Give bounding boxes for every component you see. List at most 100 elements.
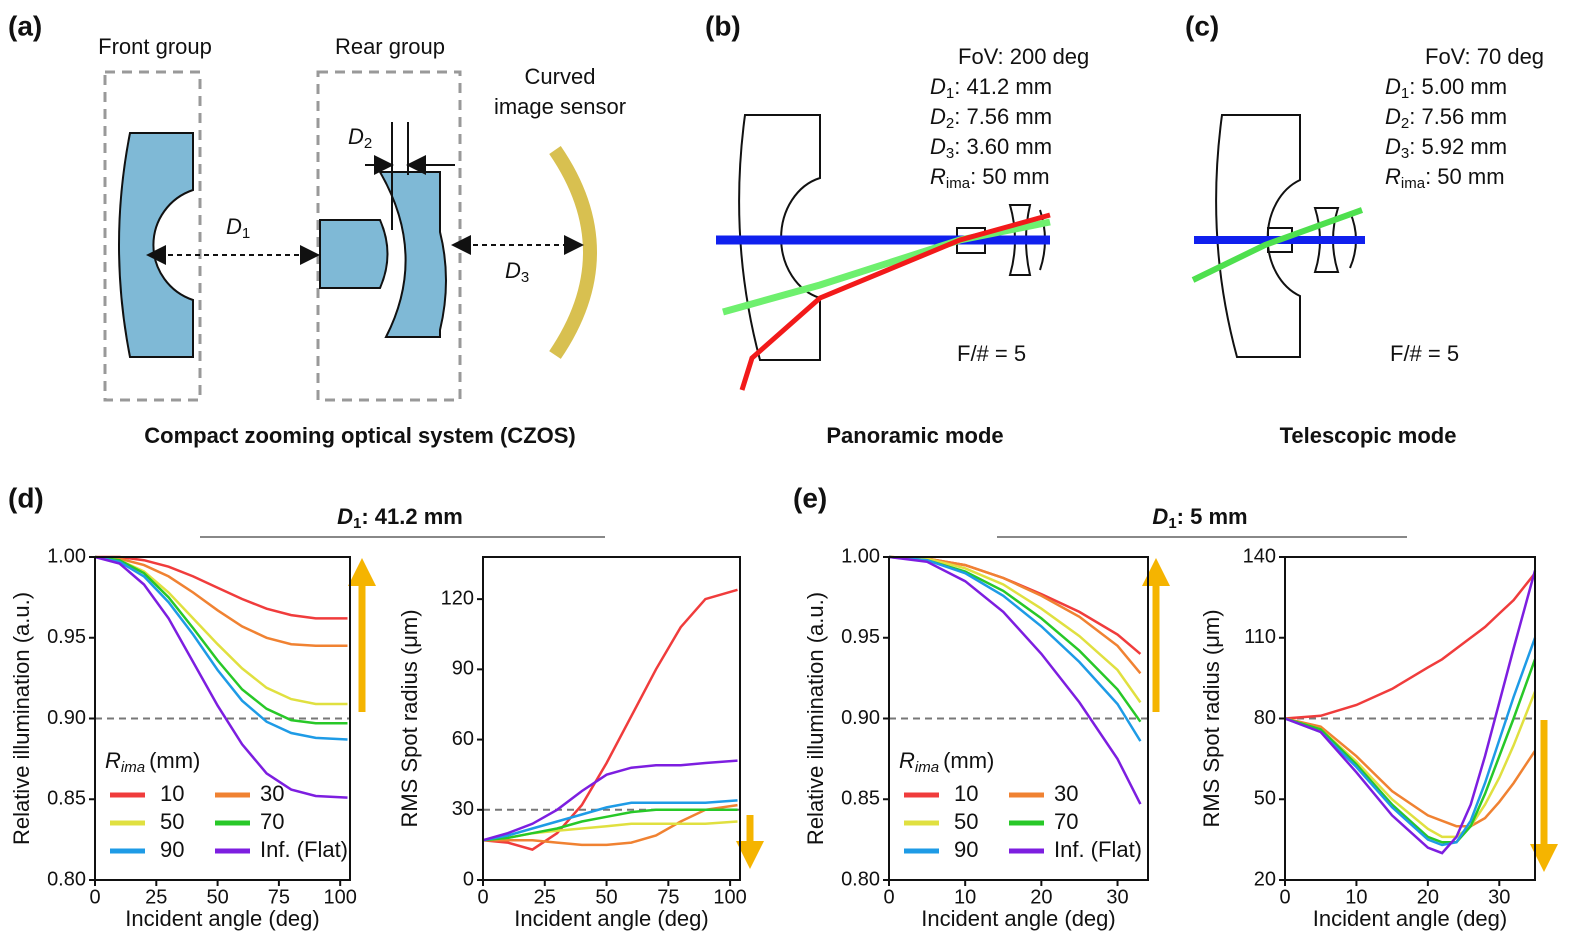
dim-label: D2 xyxy=(348,124,372,152)
legend-title: Rima (mm) xyxy=(105,748,200,776)
spec-sub: 3 xyxy=(1401,145,1409,162)
panel-label: (a) xyxy=(8,10,42,41)
diagram-b xyxy=(716,114,1051,391)
spec: Rima: 50 mm xyxy=(930,164,1050,192)
y-tick-label: 0.95 xyxy=(841,626,880,648)
dim-label-sub: 1 xyxy=(242,225,250,242)
rear-lens-2 xyxy=(378,171,447,338)
panel-label: (d) xyxy=(8,482,44,513)
y-tick-label: 0.85 xyxy=(47,788,86,810)
dim-label: D3 xyxy=(505,258,529,286)
group-header-rest: : 41.2 mm xyxy=(361,504,463,529)
x-tick-label: 25 xyxy=(534,886,556,908)
plot-frame xyxy=(1284,556,1536,881)
spec: FoV: 70 deg xyxy=(1425,44,1544,69)
ray-green xyxy=(1191,207,1364,283)
legend-title: Rima (mm) xyxy=(899,748,994,776)
y-tick-label: 90 xyxy=(452,658,474,680)
x-tick-label: 30 xyxy=(1488,886,1510,908)
y-tick-label: 0.90 xyxy=(47,707,86,729)
series-line xyxy=(1284,691,1537,839)
panel-label: (b) xyxy=(705,10,741,41)
y-tick-label: 50 xyxy=(1254,788,1276,810)
legend-label: 70 xyxy=(260,809,284,834)
series-line xyxy=(482,588,738,851)
spec-rest: : 5.92 mm xyxy=(1409,134,1507,159)
spec-symbol: D xyxy=(1385,74,1401,99)
spec-symbol: D xyxy=(930,74,946,99)
legend-label: 50 xyxy=(954,809,978,834)
dim-label: D1 xyxy=(226,214,250,242)
spec: D1: 5.00 mm xyxy=(1385,74,1507,102)
label: Rear group xyxy=(335,34,445,59)
spec-symbol: D xyxy=(1385,134,1401,159)
spec: D2: 7.56 mm xyxy=(930,104,1052,132)
y-tick-label: 140 xyxy=(1243,545,1276,567)
spec-rest: : 50 mm xyxy=(1425,164,1504,189)
x-tick-label: 75 xyxy=(657,886,679,908)
spec: FoV: 200 deg xyxy=(958,44,1089,69)
spec-sub: 2 xyxy=(1401,115,1409,132)
legend-label: 30 xyxy=(260,781,284,806)
f-number: F/# = 5 xyxy=(957,341,1026,366)
series-line xyxy=(94,555,348,648)
label: Front group xyxy=(98,34,212,59)
y-axis-label: RMS Spot radius (μm) xyxy=(397,609,422,827)
legend-label: 30 xyxy=(1054,781,1078,806)
plot-frame xyxy=(482,556,741,881)
x-tick-label: 25 xyxy=(145,886,167,908)
x-tick-label: 50 xyxy=(595,886,617,908)
spec-sub: 2 xyxy=(946,115,954,132)
series-line xyxy=(94,555,348,725)
plot-frame xyxy=(888,556,1149,881)
series-line xyxy=(483,803,738,847)
y-tick-label: 0.80 xyxy=(841,868,880,890)
spec-text: FoV: 200 deg xyxy=(958,44,1089,69)
legend-title-symbol: R xyxy=(105,748,121,773)
x-axis-label: Incident angle (deg) xyxy=(125,906,319,931)
spec-rest: : 41.2 mm xyxy=(954,74,1052,99)
series-line xyxy=(482,799,738,842)
legend-title-rest: (mm) xyxy=(149,748,200,773)
plot-frame xyxy=(94,556,351,881)
spec-rest: : 7.56 mm xyxy=(1409,104,1507,129)
x-tick-label: 20 xyxy=(1417,886,1439,908)
caption: Compact zooming optical system (CZOS) xyxy=(144,423,576,448)
series-line xyxy=(482,808,738,842)
y-tick-label: 80 xyxy=(1254,707,1276,729)
legend: Rima (mm) 10 30 50 70 90 Inf. (Flat) xyxy=(105,748,348,862)
diagram-a xyxy=(103,70,597,402)
y-tick-label: 0.90 xyxy=(841,707,880,729)
series-line xyxy=(888,555,1142,805)
y-tick-label: 1.00 xyxy=(47,545,86,567)
front-lens xyxy=(118,132,194,358)
y-axis-label: RMS Spot radius (μm) xyxy=(1199,609,1224,827)
spec-sub: ima xyxy=(1401,175,1426,192)
dim-label-sub: 3 xyxy=(521,269,529,286)
caption: Telescopic mode xyxy=(1280,423,1457,448)
x-tick-label: 10 xyxy=(1345,886,1367,908)
x-axis-label: Incident angle (deg) xyxy=(1313,906,1507,931)
spec-sub: 1 xyxy=(1401,85,1409,102)
spec: D1: 41.2 mm xyxy=(930,74,1052,102)
series-line xyxy=(1284,717,1537,828)
y-tick-label: 0.95 xyxy=(47,626,86,648)
x-tick-label: 50 xyxy=(206,886,228,908)
spec-rest: : 50 mm xyxy=(970,164,1049,189)
legend-label: Inf. (Flat) xyxy=(260,837,348,862)
label: image sensor xyxy=(494,94,626,119)
series-line xyxy=(482,759,738,842)
spec-text: FoV: 70 deg xyxy=(1425,44,1544,69)
group-header-symbol: D xyxy=(1152,504,1168,529)
diagram-c xyxy=(1191,114,1365,358)
spec-symbol: D xyxy=(930,134,946,159)
x-axis-label: Incident angle (deg) xyxy=(514,906,708,931)
x-tick-label: 10 xyxy=(954,886,976,908)
spec-symbol: R xyxy=(930,164,946,189)
label: Curved xyxy=(525,64,596,89)
trend-arrows xyxy=(348,558,1558,872)
